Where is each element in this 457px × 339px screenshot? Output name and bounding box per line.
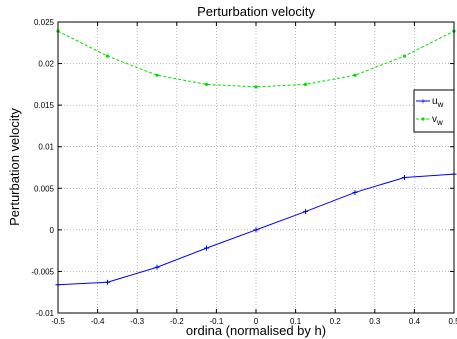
legend-marker-v (421, 117, 425, 121)
y-tick-label: 0.015 (34, 101, 55, 110)
series-2-point (204, 82, 209, 86)
legend-label-u: uw (432, 96, 444, 109)
grid (58, 22, 454, 313)
x-tick-label: 0.4 (409, 317, 421, 326)
y-tick-label: -0.01 (36, 309, 55, 318)
legend: + uw vw (413, 89, 455, 133)
y-tick-label: -0.005 (31, 267, 54, 276)
series-1-point (253, 227, 259, 233)
y-tick-label: 0.02 (38, 60, 54, 69)
legend-label-u-main: u (432, 96, 438, 107)
x-tick-label: -0.1 (210, 317, 224, 326)
y-tick-label: 0.025 (34, 18, 55, 27)
x-tick-label: -0.5 (51, 317, 65, 326)
series-2-point (353, 73, 357, 77)
x-tick-label: 0.5 (448, 317, 457, 326)
series-2-point (402, 54, 407, 58)
x-tick-label: -0.4 (91, 317, 105, 326)
chart-title: Perturbation velocity (197, 4, 315, 19)
series-1-point (352, 189, 358, 195)
y-tick-label: 0.005 (34, 184, 55, 193)
y-axis-label: Perturbation velocity (7, 108, 22, 226)
series-2-point (303, 82, 308, 86)
axis-ticks: -0.5 -0.4 -0.3 -0.2 -0.1 0 0.1 0.2 0.3 0.4 0.5 -0.0… (31, 18, 457, 326)
y-tick-label: 0 (50, 226, 55, 235)
legend-box (413, 89, 455, 133)
x-tick-label: 0.1 (290, 317, 302, 326)
series-1-point (303, 209, 308, 215)
x-tick-label: 0 (254, 317, 259, 326)
x-tick-label: 0.2 (330, 317, 342, 326)
series-1-point (154, 264, 160, 270)
series-2-point (254, 85, 258, 89)
series-1-point (402, 174, 407, 180)
x-axis-label: ordina (normalised by h) (186, 323, 326, 338)
legend-label-v-main: v (432, 114, 437, 125)
series-1-point (105, 279, 110, 285)
x-tick-label: -0.2 (170, 317, 184, 326)
legend-label-u-sub: w (437, 100, 444, 109)
legend-marker-u: + (420, 97, 425, 107)
legend-label-v-sub: w (436, 118, 443, 127)
series-1-point (204, 245, 209, 251)
y-tick-label: 0.01 (38, 143, 54, 152)
series-2-point (105, 54, 110, 58)
legend-label-v: vw (432, 114, 443, 127)
plot-area (58, 22, 454, 313)
x-tick-label: 0.3 (369, 317, 381, 326)
x-tick-label: -0.3 (130, 317, 144, 326)
series-2-point (155, 73, 159, 77)
